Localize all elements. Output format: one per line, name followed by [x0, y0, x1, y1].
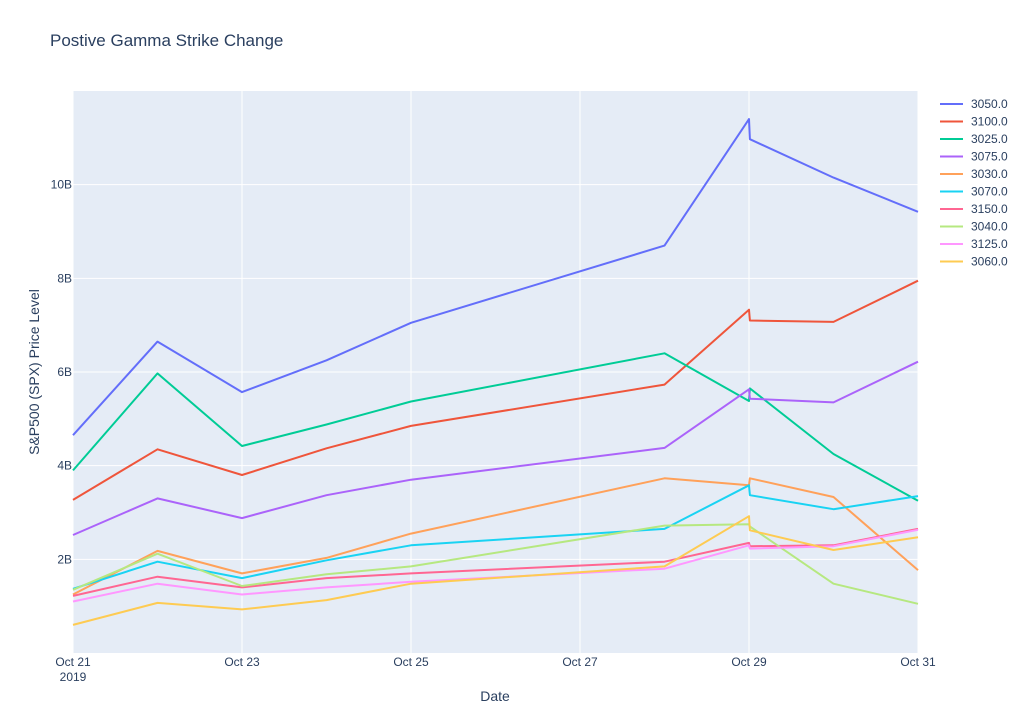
- y-axis-title: S&P500 (SPX) Price Level: [26, 289, 42, 455]
- x-tick-label: Oct 31: [900, 655, 936, 669]
- legend-item[interactable]: 3040.0: [940, 220, 1008, 234]
- legend-item[interactable]: 3050.0: [940, 97, 1008, 111]
- y-tick-label: 8B: [57, 271, 72, 285]
- legend-label: 3060.0: [971, 255, 1008, 269]
- series-line-3100.0: [72, 279, 919, 501]
- legend-label: 3150.0: [971, 202, 1008, 216]
- x-tick-label: Oct 27: [562, 655, 598, 669]
- legend-label: 3030.0: [971, 167, 1008, 181]
- legend-item[interactable]: 3060.0: [940, 255, 1008, 269]
- series-lines: [72, 118, 919, 626]
- legend-item[interactable]: 3070.0: [940, 185, 1008, 199]
- x-tick-label: Oct 23: [224, 655, 260, 669]
- x-tick-label: Oct 29: [731, 655, 767, 669]
- legend-label: 3075.0: [971, 150, 1008, 164]
- series-line-3075.0: [72, 360, 919, 536]
- x-tick-sublabel: 2019: [60, 670, 87, 684]
- chart-title: Postive Gamma Strike Change: [50, 31, 283, 50]
- series-line-3150.0: [72, 527, 919, 597]
- y-tick-label: 2B: [57, 552, 72, 566]
- legend-item[interactable]: 3030.0: [940, 167, 1008, 181]
- legend-item[interactable]: 3075.0: [940, 150, 1008, 164]
- legend-label: 3125.0: [971, 237, 1008, 251]
- legend-item[interactable]: 3100.0: [940, 115, 1008, 129]
- legend-item[interactable]: 3025.0: [940, 132, 1008, 146]
- series-line-3030.0: [72, 477, 919, 596]
- series-line-3025.0: [72, 352, 919, 502]
- series-line-3040.0: [72, 523, 919, 605]
- y-tick-label: 6B: [57, 365, 72, 379]
- legend-label: 3050.0: [971, 97, 1008, 111]
- x-tick-label: Oct 25: [393, 655, 429, 669]
- series-line-3050.0: [72, 118, 919, 436]
- legend[interactable]: 3050.0 3100.0 3025.0 3075.0 3030.0 3070.0 3150…: [940, 97, 1008, 269]
- y-axis-ticks: 2B 4B 6B 8B 10B: [51, 178, 72, 567]
- x-tick-label: Oct 21: [55, 655, 91, 669]
- legend-item[interactable]: 3150.0: [940, 202, 1008, 216]
- y-tick-label: 4B: [57, 459, 72, 473]
- series-line-3060.0: [72, 515, 919, 626]
- legend-label: 3100.0: [971, 115, 1008, 129]
- legend-item[interactable]: 3125.0: [940, 237, 1008, 251]
- legend-label: 3040.0: [971, 220, 1008, 234]
- y-tick-label: 10B: [51, 178, 72, 192]
- x-axis-title: Date: [480, 688, 510, 704]
- legend-label: 3025.0: [971, 132, 1008, 146]
- legend-label: 3070.0: [971, 185, 1008, 199]
